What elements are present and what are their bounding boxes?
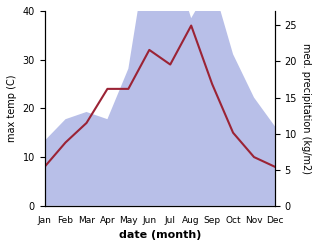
Y-axis label: max temp (C): max temp (C)	[7, 75, 17, 142]
Y-axis label: med. precipitation (kg/m2): med. precipitation (kg/m2)	[301, 43, 311, 174]
X-axis label: date (month): date (month)	[119, 230, 201, 240]
